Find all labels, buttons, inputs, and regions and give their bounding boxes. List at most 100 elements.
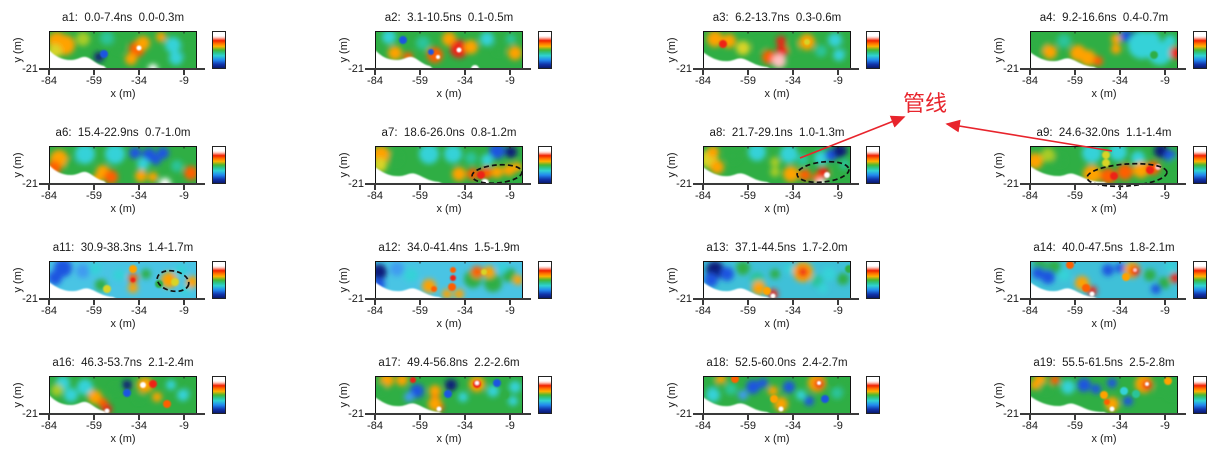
heatmap-image — [703, 31, 851, 69]
x-tick-label: -59 — [1067, 190, 1083, 202]
heatmap-image — [49, 376, 197, 414]
heatmap-image — [1030, 376, 1178, 414]
x-tick-mark — [702, 415, 704, 420]
x-tick-label: -34 — [1112, 305, 1128, 317]
x-tick-mark — [93, 185, 95, 190]
x-axis-line — [39, 68, 205, 70]
y-axis-tick-label: -21 — [1003, 293, 1019, 305]
x-axis-label: x (m) — [436, 88, 462, 100]
colorbar — [538, 261, 552, 299]
x-tick-label: -59 — [86, 420, 102, 432]
panel-a1: a1: 0.0-7.4ns 0.0-0.3m y (m) -21 -84 -59-… — [4, 8, 304, 120]
colorbar — [866, 146, 880, 184]
x-tick-label: -9 — [505, 420, 515, 432]
x-axis-line — [39, 183, 205, 185]
panel-title: a9: 24.6-32.0ns 1.1-1.4m — [1036, 127, 1172, 139]
x-tick-mark — [792, 300, 794, 305]
y-axis-tick-label: -21 — [676, 63, 692, 75]
x-tick-mark — [1074, 415, 1076, 420]
x-tick-label: -84 — [1022, 75, 1038, 87]
x-tick-mark — [1029, 415, 1031, 420]
x-tick-label: -84 — [367, 190, 383, 202]
x-axis-line — [693, 298, 859, 300]
x-tick-mark — [48, 185, 50, 190]
heatmap-image — [375, 146, 523, 185]
anomaly-dashed-ellipse — [471, 163, 523, 185]
x-tick-label: -34 — [1112, 190, 1128, 202]
panel-a9: a9: 24.6-32.0ns 1.1-1.4m y (m) -21 -84 -5… — [985, 123, 1220, 235]
y-axis-tick-label: -21 — [348, 293, 364, 305]
x-tick-label: -9 — [179, 420, 189, 432]
x-tick-mark — [464, 70, 466, 75]
heatmap-image — [375, 31, 523, 69]
x-tick-label: -34 — [457, 190, 473, 202]
x-tick-mark — [138, 70, 140, 75]
x-tick-label: -34 — [131, 420, 147, 432]
x-tick-label: -84 — [1022, 420, 1038, 432]
x-tick-mark — [374, 185, 376, 190]
panel-title: a7: 18.6-26.0ns 0.8-1.2m — [381, 127, 517, 139]
x-axis-line — [1020, 298, 1186, 300]
x-tick-mark — [509, 300, 511, 305]
colorbar — [212, 261, 226, 299]
x-tick-mark — [1029, 70, 1031, 75]
x-tick-mark — [1074, 70, 1076, 75]
x-tick-mark — [419, 185, 421, 190]
x-tick-mark — [464, 185, 466, 190]
x-tick-label: -59 — [740, 75, 756, 87]
panel-a18: a18: 52.5-60.0ns 2.4-2.7m y (m) -21 -84-… — [658, 353, 958, 459]
y-axis-tick-label: -21 — [676, 293, 692, 305]
panel-title: a8: 21.7-29.1ns 1.0-1.3m — [709, 127, 845, 139]
y-axis-tick-label: -21 — [22, 293, 38, 305]
x-axis-line — [1020, 413, 1186, 415]
y-axis-tick-label: -21 — [1003, 408, 1019, 420]
x-tick-mark — [374, 300, 376, 305]
x-tick-mark — [464, 300, 466, 305]
x-tick-label: -59 — [86, 305, 102, 317]
x-tick-mark — [1164, 70, 1166, 75]
panel-title: a16: 46.3-53.7ns 2.1-2.4m — [52, 357, 194, 369]
colorbar — [538, 146, 552, 184]
heatmap-image — [703, 261, 851, 299]
x-tick-label: -59 — [86, 75, 102, 87]
x-tick-mark — [747, 185, 749, 190]
x-tick-label: -84 — [367, 75, 383, 87]
x-tick-mark — [183, 415, 185, 420]
heatmap-image — [49, 261, 197, 299]
x-tick-mark — [464, 415, 466, 420]
x-axis-line — [365, 68, 531, 70]
panel-a17: a17: 49.4-56.8ns 2.2-2.6m y (m) -21 -84-… — [330, 353, 630, 459]
x-tick-label: -34 — [1112, 420, 1128, 432]
panel-title: a3: 6.2-13.7ns 0.3-0.6m — [712, 12, 842, 24]
panel-title: a6: 15.4-22.9ns 0.7-1.0m — [55, 127, 191, 139]
x-tick-mark — [702, 300, 704, 305]
x-tick-label: -59 — [740, 420, 756, 432]
heatmap-image — [49, 31, 197, 69]
x-tick-mark — [183, 300, 185, 305]
x-axis-label: x (m) — [1091, 88, 1117, 100]
heatmap-image — [703, 146, 851, 184]
heatmap-image — [1030, 261, 1178, 299]
x-tick-mark — [138, 415, 140, 420]
x-tick-label: -59 — [412, 190, 428, 202]
heatmap-image — [49, 146, 197, 184]
x-axis-line — [693, 413, 859, 415]
x-axis-line — [365, 183, 531, 185]
panel-a16: a16: 46.3-53.7ns 2.1-2.4m y (m) -21 -84-… — [4, 353, 304, 459]
x-tick-mark — [374, 70, 376, 75]
colorbar — [1193, 146, 1207, 184]
x-tick-label: -84 — [41, 420, 57, 432]
x-tick-label: -59 — [86, 190, 102, 202]
x-axis-label: x (m) — [1091, 318, 1117, 330]
heatmap-image — [375, 261, 523, 299]
x-tick-label: -34 — [457, 75, 473, 87]
heatmap-image — [703, 376, 851, 414]
y-axis-tick-label: -21 — [22, 408, 38, 420]
x-tick-label: -9 — [1160, 75, 1170, 87]
colorbar — [1193, 376, 1207, 414]
x-tick-mark — [837, 300, 839, 305]
x-tick-mark — [138, 185, 140, 190]
x-tick-mark — [419, 415, 421, 420]
panel-a7: a7: 18.6-26.0ns 0.8-1.2m y (m) -21 -84 -5… — [330, 123, 630, 235]
